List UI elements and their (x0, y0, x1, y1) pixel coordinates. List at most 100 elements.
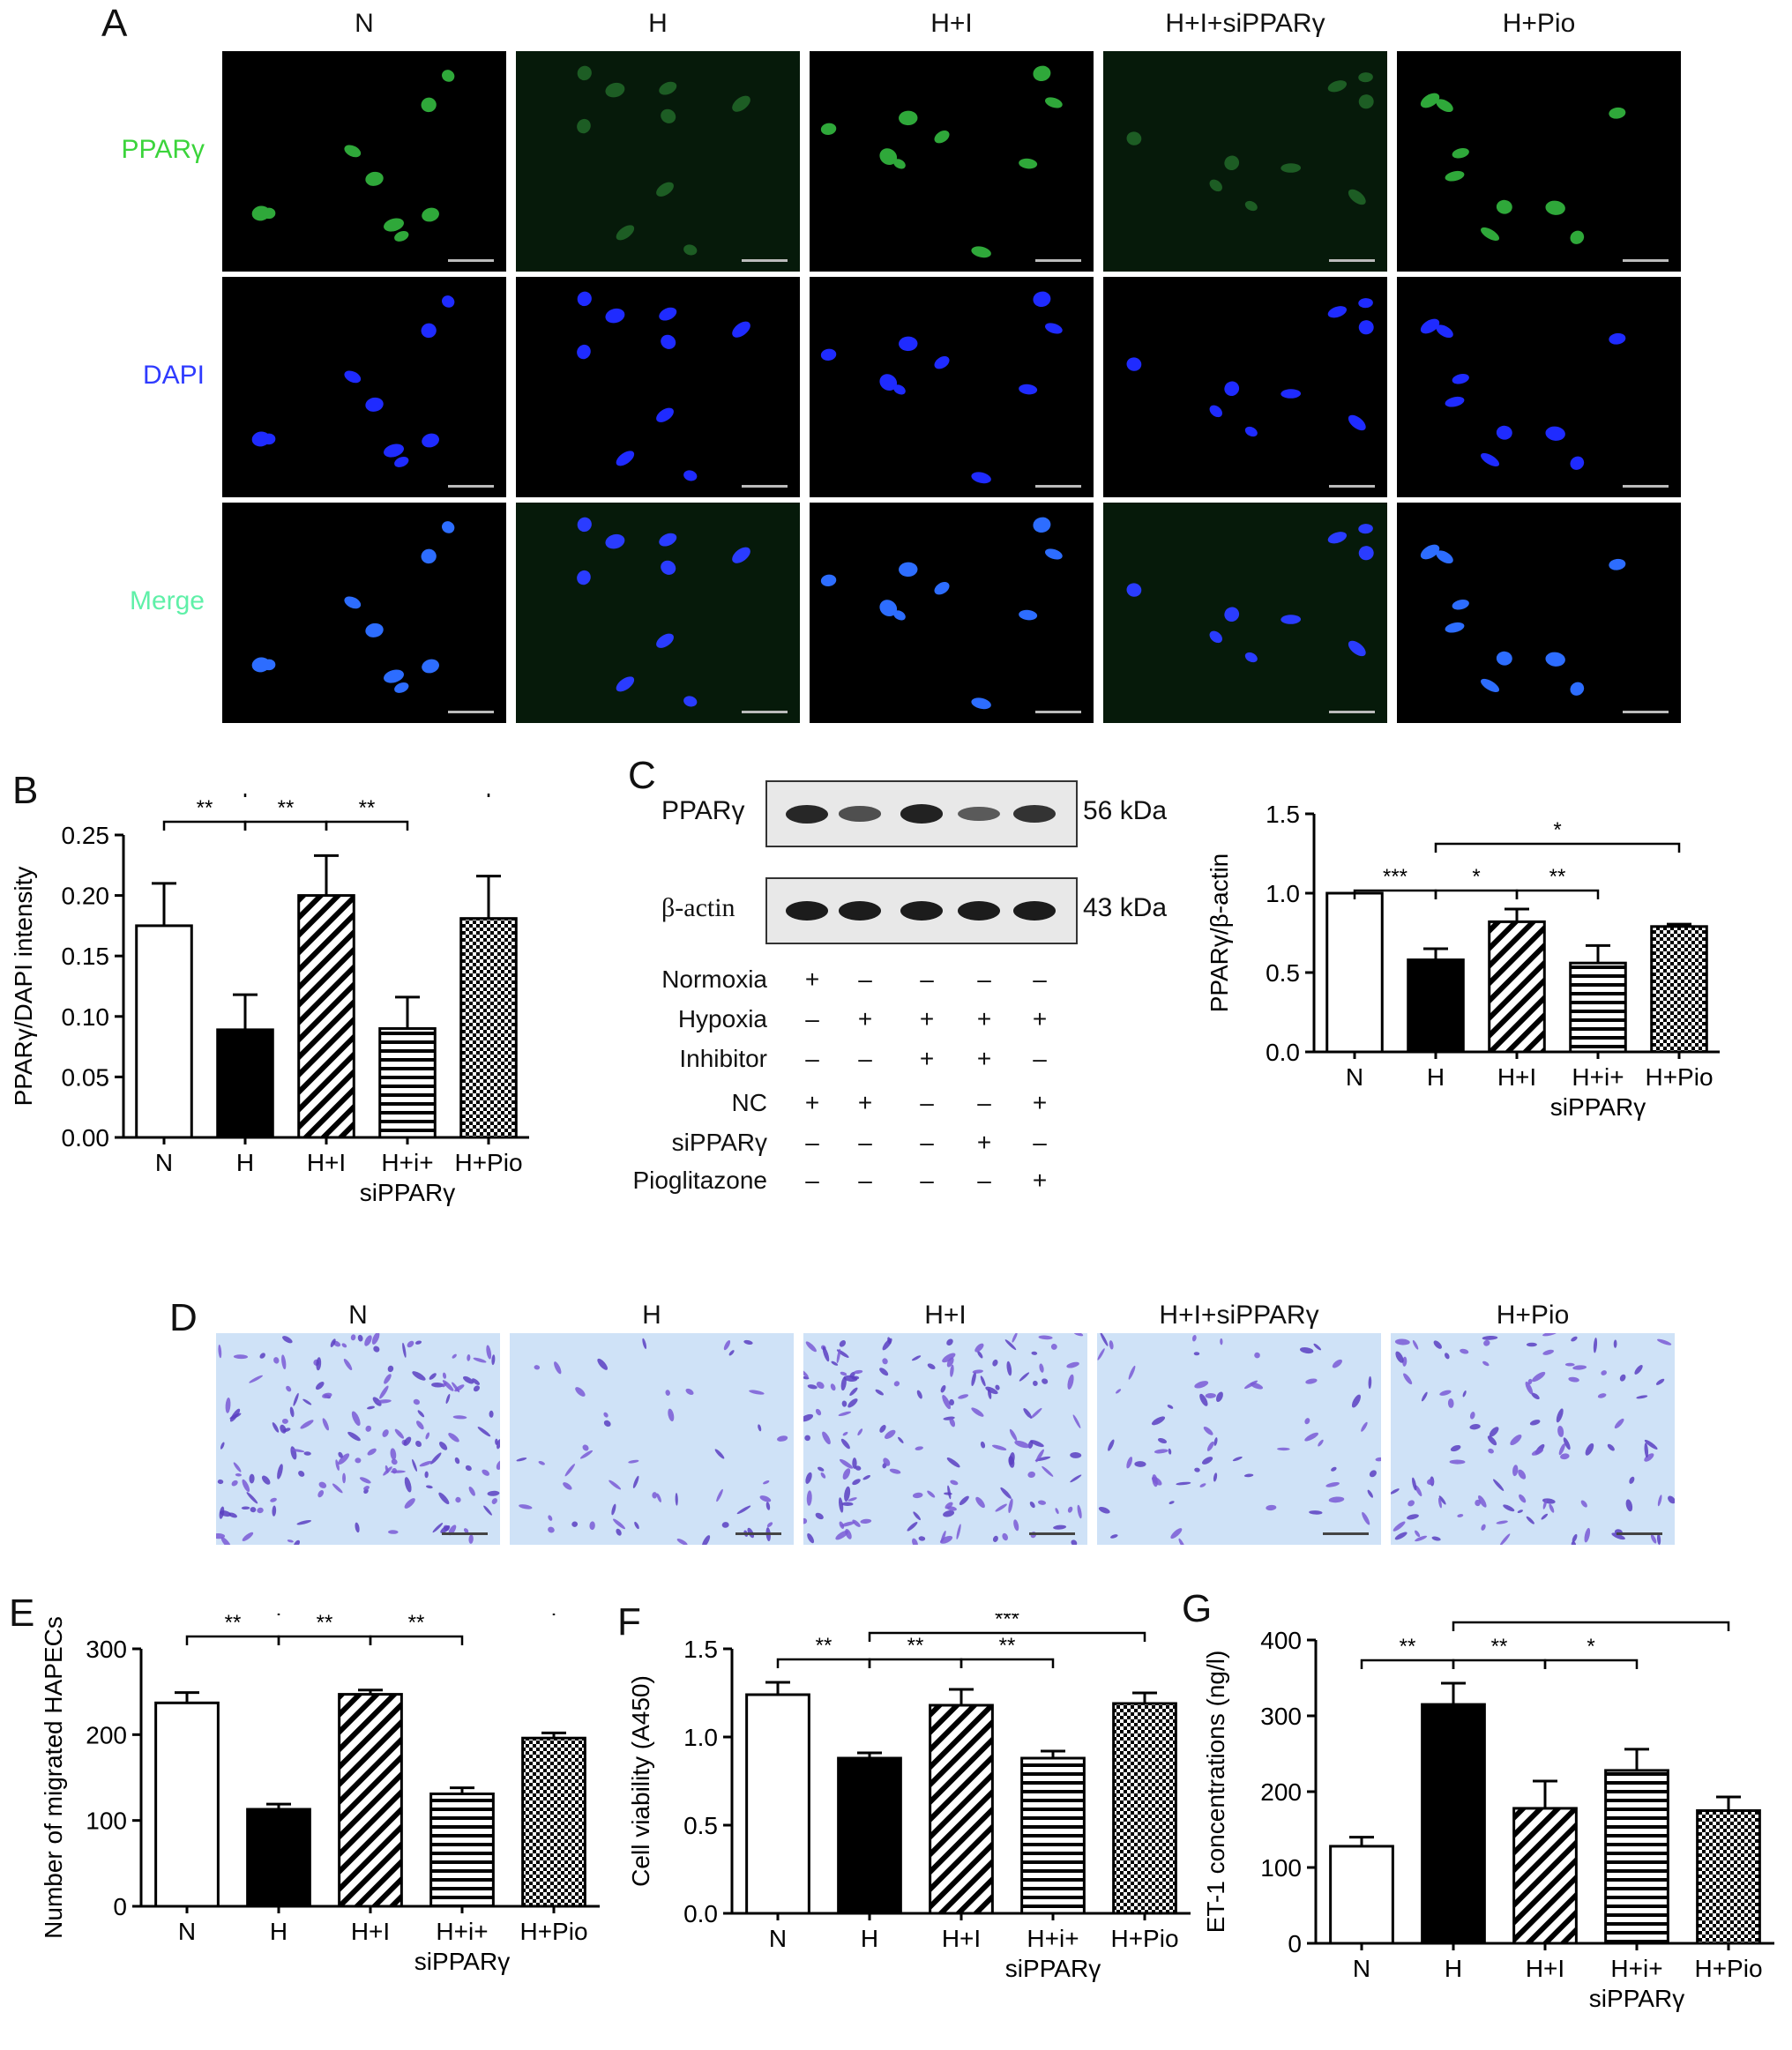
stained-cell (946, 1457, 960, 1468)
stained-cell (261, 1475, 271, 1485)
stained-cell (838, 1411, 852, 1417)
scale-bar (1329, 259, 1375, 262)
stained-cell (302, 1398, 312, 1405)
bar (837, 1756, 902, 1915)
stained-cell (341, 1343, 347, 1348)
stained-cell (1313, 1343, 1322, 1351)
x-tick-label: H+i+ (381, 1149, 433, 1176)
stained-cell (379, 1385, 389, 1399)
stained-cell (317, 1490, 325, 1498)
stained-cell (365, 1425, 372, 1432)
stained-cell (259, 1353, 265, 1359)
y-tick-label: 200 (1260, 1778, 1302, 1806)
bar (929, 1703, 994, 1915)
stained-cell (1277, 1447, 1290, 1451)
stained-cell (642, 1338, 647, 1350)
stained-cell (1558, 1442, 1565, 1456)
cell-nucleus (251, 431, 270, 447)
cell-nucleus (1033, 65, 1051, 82)
y-axis-label: ET-1 concentrations (ng/l) (1202, 1651, 1229, 1934)
stained-cell (840, 1376, 847, 1391)
stained-cell (1031, 1351, 1038, 1355)
cell-nucleus (1045, 548, 1063, 560)
stained-cell (844, 1486, 851, 1502)
cell-nucleus (365, 397, 384, 412)
x-tick-sublabel: siPPARγ (1589, 1985, 1684, 2012)
stained-cell (564, 1464, 575, 1477)
treatment-sign: – (920, 1167, 934, 1194)
cell-nucleus (1209, 179, 1222, 192)
significance-bracket (162, 820, 247, 831)
stained-cell (1042, 1465, 1054, 1477)
nuclei-image (577, 291, 750, 481)
x-tick-label: H+i+ (436, 1918, 488, 1945)
micrograph (222, 503, 506, 723)
scale-bar (742, 259, 788, 262)
stained-cell (338, 1453, 350, 1465)
stained-cell (384, 1374, 392, 1384)
stained-cell (387, 1365, 394, 1373)
stained-cell (425, 1485, 433, 1489)
stained-cell (1478, 1495, 1487, 1508)
scale-bar (448, 485, 494, 488)
chart-c: 0.0 0.5 1.0 1.5 PPARγ/β-actin N H H+I H+i+ H+Pios… (1208, 801, 1720, 1121)
stained-cell (404, 1477, 412, 1493)
stained-cell (403, 1436, 412, 1446)
stained-cell (391, 1458, 398, 1465)
stained-cell (448, 1433, 459, 1442)
micrograph (516, 503, 800, 723)
column-title: H+Pio (1496, 1301, 1570, 1330)
stained-cell (1072, 1414, 1081, 1428)
bar (216, 1028, 274, 1139)
migrated-cells (1391, 1333, 1675, 1545)
stained-cell (1067, 1506, 1073, 1513)
cell-nucleus (1436, 324, 1453, 339)
stained-cell (462, 1375, 474, 1384)
stained-cell (233, 1462, 242, 1472)
stained-cell (355, 1457, 362, 1464)
stained-cell (820, 1472, 826, 1479)
stained-cell (628, 1459, 639, 1464)
stained-cell (273, 1357, 280, 1364)
cell-nucleus (1348, 414, 1366, 431)
treatment-sign: – (805, 1129, 819, 1156)
stained-cell (1619, 1374, 1626, 1382)
stained-cell (394, 1428, 404, 1439)
cell-nucleus (656, 182, 674, 197)
cell-nucleus (893, 159, 906, 169)
stained-cell (220, 1537, 231, 1545)
stained-cell (1332, 1359, 1342, 1368)
significance-bracket (1543, 1659, 1639, 1669)
stained-cell (882, 1358, 888, 1365)
treatment-sign: – (1033, 965, 1047, 993)
cell-nucleus (1452, 374, 1469, 384)
stained-cell (563, 1482, 572, 1490)
stained-cell (392, 1468, 398, 1474)
cell-nucleus (1224, 381, 1240, 397)
stained-cell (1151, 1416, 1166, 1426)
treatment-sign: – (858, 1129, 872, 1156)
cell-nucleus (934, 356, 950, 369)
stained-cell (991, 1444, 1007, 1451)
cell-nucleus (1033, 517, 1051, 533)
stained-cell (852, 1457, 857, 1469)
stained-cell (842, 1431, 848, 1436)
cell-nucleus (1327, 80, 1348, 93)
stained-cell (1541, 1513, 1549, 1520)
stained-cell (840, 1521, 855, 1527)
cell-nucleus (605, 533, 625, 549)
band-size: 56 kDa (1083, 796, 1168, 825)
stained-cell (272, 1505, 277, 1517)
x-tick-label: H+i+ (1610, 1955, 1662, 1982)
stained-cell (270, 1497, 277, 1502)
panel-letter-g: G (1182, 1587, 1213, 1630)
stained-cell (749, 1390, 765, 1395)
stained-cell (803, 1368, 809, 1378)
stained-cell (1426, 1479, 1435, 1485)
y-tick-label: 200 (86, 1721, 127, 1748)
stained-cell (343, 1358, 353, 1371)
stained-cell (950, 1480, 959, 1486)
stained-cell (1593, 1337, 1598, 1353)
stained-cell (839, 1458, 854, 1469)
treatment-sign: – (805, 1045, 819, 1072)
